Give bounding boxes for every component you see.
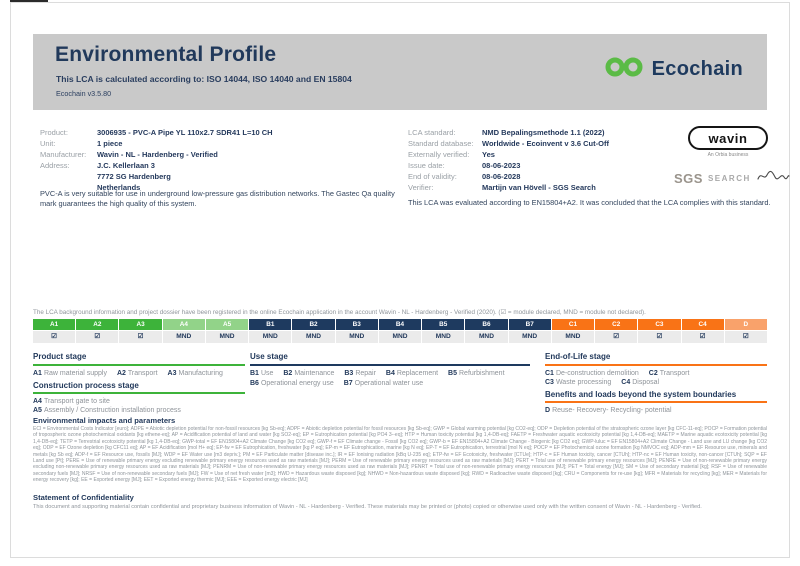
ecochain-logo: Ecochain: [604, 56, 743, 83]
verifier-value: Martijn van Hövell - SGS Search: [482, 183, 596, 192]
module-code-B5: B5: [422, 319, 465, 330]
benefits-item-d: D Reuse- Recovery- Recycling- potential: [545, 407, 672, 414]
module-status-C2: ☑: [595, 331, 638, 343]
impacts-legend: ECI = Environmental Costs Indicator [eur…: [33, 426, 767, 484]
verifier-label: Verifier:: [408, 183, 434, 192]
page-title: Environmental Profile: [55, 43, 277, 66]
module-code-A2: A2: [76, 319, 119, 330]
module-status-C4: ☑: [681, 331, 724, 343]
module-code-A5: A5: [205, 319, 249, 330]
issue-date-label: Issue date:: [408, 161, 445, 170]
module-code-B1: B1: [249, 319, 292, 330]
product-stage-rule: [33, 364, 245, 366]
end-of-validity-label: End of validity:: [408, 172, 457, 181]
app-version: Ecochain v3.5.80: [56, 89, 112, 98]
page-top-edge: [10, 0, 48, 3]
module-status-A5: MND: [205, 331, 249, 343]
ecochain-logo-text: Ecochain: [651, 58, 743, 80]
module-code-B7: B7: [508, 319, 551, 330]
sgs-logo-text: SGS: [674, 171, 703, 186]
module-status-B6: MND: [465, 331, 508, 343]
benefits-rule: [545, 401, 767, 403]
module-code-B3: B3: [335, 319, 378, 330]
module-code-B2: B2: [292, 319, 335, 330]
module-status-A3: ☑: [119, 331, 162, 343]
address-label: Address:: [40, 161, 70, 170]
construction-stage-item-a5: A5 Assembly / Construction installation p…: [33, 407, 181, 414]
end-of-life-stage-rule: [545, 364, 767, 366]
module-values-row: ☑ ☑ ☑ MND MND MND MND MND MND MND MND MND MND ☑ ☑ ☑ ☑: [33, 331, 767, 343]
module-status-B3: MND: [335, 331, 378, 343]
wavin-tagline: An Orbia business: [707, 152, 749, 158]
product-stage-items: A1 Raw material supply A2 Transport A3 Manu…: [33, 370, 223, 377]
end-of-life-items: C1 De-construction demolition C2 Transport…: [545, 370, 690, 386]
confidentiality-text: This document and supporting material co…: [33, 504, 702, 510]
construction-stage-heading: Construction process stage: [33, 381, 139, 390]
use-stage-rule: [250, 364, 530, 366]
manufacturer-value: Wavin - NL - Hardenberg - Verified: [97, 150, 218, 159]
manufacturer-label: Manufacturer:: [40, 150, 87, 159]
sgs-search-logo: SGS SEARCH: [674, 168, 790, 189]
module-status-B1: MND: [249, 331, 292, 343]
module-status-A1: ☑: [33, 331, 76, 343]
page-subtitle: This LCA is calculated according to: ISO…: [56, 74, 352, 84]
module-code-C4: C4: [681, 319, 724, 330]
sgs-search-text: SEARCH: [707, 174, 751, 183]
module-code-C3: C3: [638, 319, 681, 330]
externally-verified-value: Yes: [482, 150, 495, 159]
evaluation-statement: This LCA was evaluated according to EN15…: [408, 198, 771, 207]
impacts-heading: Environmental impacts and parameters: [33, 416, 176, 425]
module-code-A3: A3: [119, 319, 162, 330]
confidentiality-heading: Statement of Confidentiality: [33, 493, 134, 502]
module-code-B6: B6: [465, 319, 508, 330]
standard-database-label: Standard database:: [408, 139, 474, 148]
verifier-signature-icon: [756, 168, 790, 189]
address-value: J.C. Kellerlaan 3 7772 SG Hardenberg Net…: [97, 161, 171, 192]
unit-label: Unit:: [40, 139, 56, 148]
ecochain-infinity-icon: [604, 56, 644, 83]
module-status-B4: MND: [378, 331, 422, 343]
use-stage-items-line1: B1 Use B2 Maintenance B3 Repair B4 Replaceme…: [250, 370, 505, 377]
module-code-A1: A1: [33, 319, 76, 330]
use-stage-heading: Use stage: [250, 352, 288, 361]
page-border: [10, 2, 790, 558]
header-band: Environmental Profile This LCA is calcul…: [33, 34, 767, 110]
product-label: Product:: [40, 128, 68, 137]
end-of-life-stage-heading: End-of-Life stage: [545, 352, 611, 361]
construction-stage-item-a4: A4 Transport gate to site: [33, 398, 110, 405]
product-stage-heading: Product stage: [33, 352, 87, 361]
module-code-C2: C2: [595, 319, 638, 330]
wavin-logo-text: wavin: [708, 130, 748, 146]
end-of-validity-value: 08-06-2028: [482, 172, 521, 181]
unit-value: 1 piece: [97, 139, 123, 148]
use-stage-items-line2: B6 Operational energy use B7 Operational w…: [250, 380, 424, 387]
issue-date-value: 08-06-2023: [482, 161, 521, 170]
module-code-C1: C1: [551, 319, 595, 330]
module-status-A2: ☑: [76, 331, 119, 343]
module-status-B7: MND: [508, 331, 551, 343]
construction-stage-rule: [33, 392, 245, 394]
lca-standard-value: NMD Bepalingsmethode 1.1 (2022): [482, 128, 605, 137]
benefits-heading: Benefits and loads beyond the system bou…: [545, 390, 737, 399]
module-codes-row: A1 A2 A3 A4 A5 B1 B2 B3 B4 B5 B6 B7 C1 C2 C3 C4 D: [33, 319, 767, 330]
module-status-B5: MND: [422, 331, 465, 343]
product-description: PVC-A is very suitable for use in underg…: [40, 189, 395, 208]
product-value: 3006935 - PVC-A Pipe YL 110x2.7 SDR41 L=…: [97, 128, 273, 137]
module-code-A4: A4: [162, 319, 205, 330]
module-status-D: ☑: [724, 331, 767, 343]
lca-standard-label: LCA standard:: [408, 128, 456, 137]
module-status-C1: MND: [551, 331, 595, 343]
module-status-C3: ☑: [638, 331, 681, 343]
standard-database-value: Worldwide - Ecoinvent v 3.6 Cut-Off: [482, 139, 609, 148]
externally-verified-label: Externally verified:: [408, 150, 470, 159]
module-code-B4: B4: [378, 319, 422, 330]
module-code-D: D: [724, 319, 767, 330]
wavin-logo: wavin: [688, 126, 768, 150]
module-status-A4: MND: [162, 331, 205, 343]
module-status-B2: MND: [292, 331, 335, 343]
registration-note: The LCA background information and proje…: [33, 309, 646, 316]
